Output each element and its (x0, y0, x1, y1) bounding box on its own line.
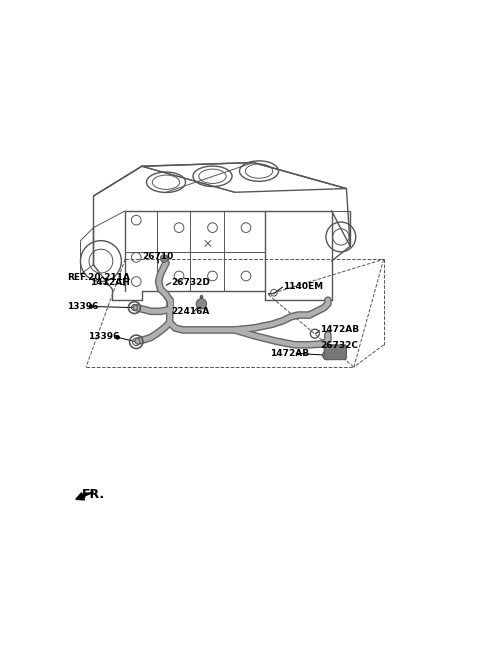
Text: 1140EM: 1140EM (283, 282, 324, 291)
Text: 13396: 13396 (67, 302, 99, 311)
Text: 26710: 26710 (142, 252, 173, 261)
Text: 26732D: 26732D (172, 278, 210, 287)
Circle shape (89, 305, 93, 308)
Circle shape (160, 255, 168, 262)
Text: 1472AB: 1472AB (321, 325, 360, 334)
Circle shape (116, 336, 120, 339)
Text: 26732C: 26732C (321, 342, 359, 350)
Circle shape (323, 351, 332, 359)
FancyBboxPatch shape (324, 345, 347, 359)
Circle shape (196, 299, 206, 309)
Text: FR.: FR. (83, 488, 106, 501)
Text: 1472AB: 1472AB (270, 349, 309, 358)
Text: 1472AH: 1472AH (90, 278, 130, 287)
Text: REF.20-211A: REF.20-211A (67, 273, 131, 285)
Text: 22416A: 22416A (172, 307, 210, 316)
Text: 13396: 13396 (88, 332, 119, 341)
